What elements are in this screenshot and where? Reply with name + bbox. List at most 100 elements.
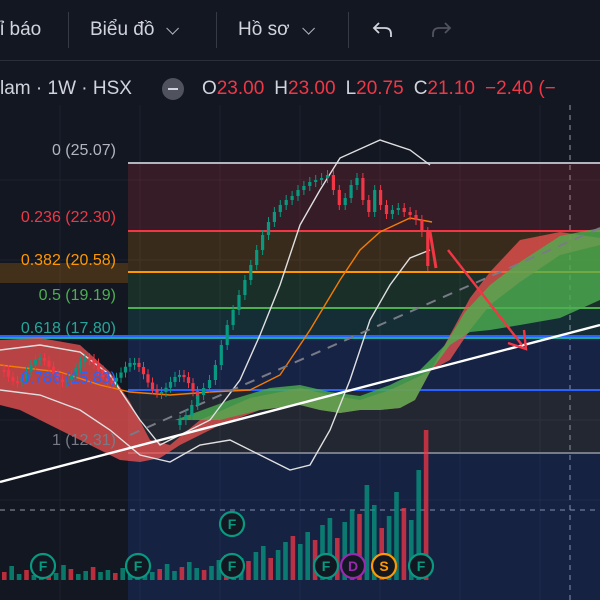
- fib-label: 0 (25.07): [52, 142, 116, 159]
- fib-extension-zone: [128, 453, 600, 600]
- volume-bar: [401, 508, 407, 580]
- candle-body: [278, 205, 282, 212]
- volume-bar: [194, 568, 199, 580]
- event-marker-letter: D: [348, 558, 358, 574]
- volume-bar: [298, 544, 303, 580]
- candle-body: [128, 362, 132, 367]
- low-label: L: [345, 78, 357, 99]
- candle-body: [296, 190, 300, 196]
- collapse-legend-button[interactable]: [161, 78, 184, 100]
- volume-bar: [53, 573, 59, 580]
- candle-body: [69, 374, 74, 381]
- indicators-menu[interactable]: ỉ báo: [0, 0, 41, 60]
- candle-body: [196, 395, 200, 405]
- volume-bar: [2, 572, 7, 580]
- toolbar-divider: [348, 12, 349, 48]
- volume-bar: [16, 574, 22, 580]
- event-marker-letter: F: [228, 558, 237, 574]
- candle-body: [290, 196, 294, 200]
- volume-bar: [261, 546, 266, 580]
- volume-bar: [172, 571, 177, 580]
- chart-menu[interactable]: Biểu đồ: [90, 0, 180, 60]
- candle-body: [182, 374, 186, 378]
- fib-zone: [128, 338, 600, 390]
- candle-body: [38, 358, 42, 361]
- candle-body: [119, 372, 123, 378]
- event-marker-letter: S: [379, 558, 388, 574]
- candle-body: [266, 222, 271, 235]
- volume-bar: [76, 574, 81, 580]
- price-chart[interactable]: 0 (25.07) 0.236 (22.30) 0.382 (20.58) 0.5 (…: [0, 105, 600, 600]
- volume-bar: [268, 558, 273, 580]
- volume-bar: [253, 552, 259, 580]
- volume-bar: [187, 562, 192, 580]
- volume-bar: [157, 569, 162, 580]
- candle-body: [101, 370, 105, 378]
- close-label: C: [413, 78, 428, 99]
- volume-bar: [283, 542, 288, 580]
- drawings[interactable]: [0, 231, 600, 484]
- candle-body: [207, 380, 212, 388]
- candle-body: [168, 381, 173, 388]
- redo-icon[interactable]: [428, 18, 454, 42]
- candle-body: [184, 415, 188, 420]
- candle-body: [186, 377, 191, 384]
- candle-body: [396, 208, 400, 210]
- undo-icon[interactable]: [370, 18, 396, 42]
- candle-body: [225, 325, 229, 345]
- high-value: 23.00: [288, 78, 336, 99]
- candle-body: [420, 220, 424, 232]
- candle-body: [272, 212, 276, 222]
- fib-label: 0.236 (22.30): [21, 209, 116, 226]
- event-markers[interactable]: F F F F F D S F: [29, 510, 435, 580]
- candle-body: [51, 366, 56, 374]
- candle-body: [155, 389, 159, 393]
- candle-body: [337, 190, 341, 205]
- volume-bar: [423, 430, 429, 580]
- candle-body: [164, 387, 168, 393]
- projection-arrow: [447, 249, 528, 351]
- candle-body: [159, 392, 164, 395]
- candle-body: [141, 366, 146, 375]
- volume-bar: [394, 492, 399, 580]
- candle-body: [191, 383, 195, 392]
- volume-bar: [409, 520, 414, 580]
- candle-body: [6, 370, 11, 377]
- volume-bar: [150, 572, 155, 580]
- candle-body: [284, 200, 288, 205]
- volume-bar: [120, 568, 125, 580]
- candle-body: [302, 186, 306, 190]
- top-toolbar: ỉ báo Biểu đồ Hồ sơ: [0, 0, 600, 61]
- symbol-title[interactable]: lam · 1W · HSX: [0, 78, 132, 99]
- candle-body: [237, 295, 241, 310]
- volume-bar: [216, 560, 222, 580]
- dashed-trendline: [129, 227, 600, 436]
- candle-body: [261, 235, 265, 250]
- candle-body: [20, 378, 24, 382]
- volume-bar: [349, 510, 355, 580]
- volume-bar: [290, 536, 296, 580]
- volume-bar: [327, 518, 333, 580]
- candle-body: [384, 205, 389, 214]
- candle-body: [219, 345, 223, 365]
- candle-body: [178, 420, 182, 425]
- candle-body: [56, 373, 60, 380]
- volume-bar: [320, 525, 325, 580]
- volume-bar: [164, 564, 170, 580]
- candle-body: [110, 381, 114, 384]
- last-candle-marker: [428, 231, 438, 269]
- candle-body: [177, 374, 182, 377]
- close-value: 21.10: [427, 78, 475, 99]
- volume-bar: [90, 567, 96, 580]
- candle-body: [373, 190, 377, 212]
- volume-bar: [416, 470, 421, 580]
- event-marker: [312, 552, 340, 580]
- candle-body: [11, 376, 15, 382]
- fib-label: 0.5 (19.19): [39, 287, 116, 304]
- volume-bar: [68, 569, 74, 580]
- volume-bar: [24, 570, 29, 580]
- low-value: 20.75: [356, 78, 404, 99]
- change-value: −2.40 (−: [484, 78, 556, 99]
- profile-menu[interactable]: Hồ sơ: [238, 0, 315, 60]
- candle-body: [255, 250, 259, 265]
